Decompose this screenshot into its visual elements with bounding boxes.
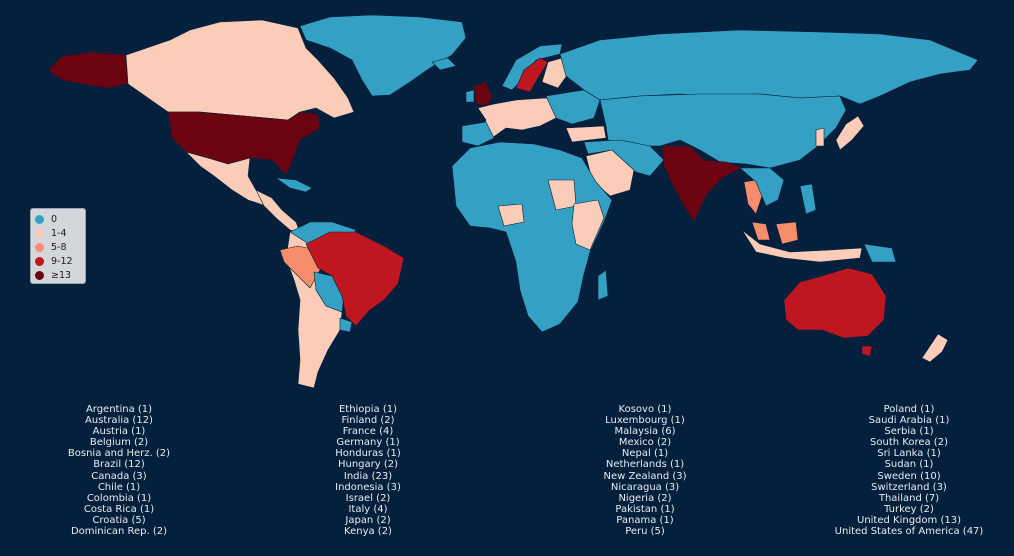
country-list-item: Dominican Rep. (2) (70, 526, 168, 538)
region-tasmania (861, 345, 873, 357)
region-new-zealand (921, 333, 949, 363)
country-list-item: Thailand (7) (878, 492, 940, 504)
legend-label-5-8: 5-8 (51, 241, 67, 253)
country-list-item: Serbia (1) (884, 426, 934, 438)
region-greenland (299, 14, 467, 97)
country-list-item: Honduras (1) (335, 448, 401, 460)
region-india (661, 145, 743, 223)
country-list-item: Panama (1) (616, 514, 674, 526)
country-list-item: Indonesia (3) (335, 481, 401, 493)
legend-swatch-5-8 (35, 242, 44, 252)
country-list-item: Mexico (2) (618, 437, 672, 449)
region-uruguay (339, 317, 353, 333)
country-list-item: Sudan (1) (884, 459, 934, 471)
region-turkey (565, 125, 607, 143)
country-list-item: Austria (1) (92, 426, 146, 438)
country-list-item: Ethiopia (1) (338, 404, 398, 415)
country-list-item: Nigeria (2) (618, 492, 672, 504)
region-se-asia (739, 167, 785, 207)
country-list-item: Australia (12) (85, 415, 153, 427)
region-ethiopia-kenya (571, 199, 605, 251)
map-legend: 0 1-4 5-8 9-12 ≥13 (30, 208, 86, 284)
region-korea (815, 127, 825, 147)
country-list-item: Saudi Arabia (1) (868, 415, 950, 427)
region-russia (559, 29, 979, 105)
country-list-item: Finland (2) (341, 415, 395, 427)
country-list-item: Japan (2) (345, 514, 391, 526)
country-list-item: Brazil (12) (93, 459, 145, 471)
country-list-item: France (4) (342, 426, 394, 438)
legend-item-5-8: 5-8 (35, 240, 81, 254)
country-list-item: Kenya (2) (344, 526, 392, 538)
country-list-column-1: Argentina (1) Australia (12) Austria (1) Be… (19, 404, 219, 537)
region-iceland (431, 57, 457, 71)
region-brazil (305, 231, 405, 327)
legend-item-1-4: 1-4 (35, 226, 81, 240)
country-list-item: India (23) (343, 470, 393, 482)
country-list-item: Pakistan (1) (615, 503, 675, 515)
country-list-item: United Kingdom (13) (857, 514, 961, 526)
country-list-item: Malaysia (6) (614, 426, 676, 438)
legend-swatch-9-12 (35, 256, 44, 266)
legend-swatch-1-4 (35, 228, 44, 238)
country-list-item: Germany (1) (336, 437, 400, 449)
region-philippines (799, 183, 817, 215)
legend-swatch-13-plus (35, 270, 44, 280)
country-list-item: Argentina (1) (85, 404, 153, 415)
region-iberia (461, 121, 495, 147)
region-borneo (775, 221, 799, 245)
world-map-svg (47, 14, 979, 389)
country-list-item: Kosovo (1) (618, 404, 672, 415)
region-png (863, 243, 897, 263)
legend-label-1-4: 1-4 (51, 227, 67, 239)
region-uk (473, 81, 493, 107)
country-list-item: Netherlands (1) (605, 459, 685, 471)
region-middle-east (583, 139, 665, 177)
country-list-item: Peru (5) (625, 526, 665, 538)
world-map (47, 14, 979, 389)
country-list-item: Bosnia and Herz. (2) (67, 448, 171, 460)
region-caribbean (275, 177, 313, 193)
region-japan (835, 115, 865, 151)
country-list-item: United States of America (47) (834, 526, 984, 538)
country-list-item: Chile (1) (97, 481, 141, 493)
country-list-item: Nicaragua (3) (610, 481, 680, 493)
country-list-item: New Zealand (3) (603, 470, 687, 482)
country-list-item: Italy (4) (348, 503, 388, 515)
region-indonesia (741, 229, 863, 263)
country-list-item: Canada (3) (91, 470, 147, 482)
country-list-item: Switzerland (3) (871, 481, 947, 493)
country-list-column-2: Ethiopia (1) Finland (2) France (4) Germany… (268, 404, 468, 537)
country-list-item: Sri Lanka (1) (877, 448, 941, 460)
legend-label-9-12: 9-12 (51, 255, 73, 267)
legend-label-13-plus: ≥13 (51, 269, 72, 281)
country-list-item: Costa Rica (1) (83, 503, 155, 515)
legend-item-0: 0 (35, 212, 81, 226)
country-list-item: South Korea (2) (870, 437, 948, 449)
region-alaska (47, 51, 129, 89)
country-list-item: Croatia (5) (92, 514, 146, 526)
legend-label-0: 0 (51, 213, 58, 225)
country-list-item: Sweden (10) (877, 470, 941, 482)
country-list-item: Israel (2) (345, 492, 391, 504)
country-list-item: Nepal (1) (621, 448, 669, 460)
region-australia (783, 267, 887, 339)
country-list-item: Belgium (2) (89, 437, 149, 449)
legend-item-9-12: 9-12 (35, 254, 81, 268)
country-list-item: Luxembourg (1) (605, 415, 685, 427)
country-list-item: Poland (1) (883, 404, 935, 415)
region-malaysia (751, 221, 771, 241)
legend-swatch-0 (35, 214, 44, 224)
region-central-america (255, 189, 301, 233)
region-nigeria (497, 203, 525, 227)
country-list-item: Colombia (1) (86, 492, 152, 504)
country-list-column-3: Kosovo (1) Luxembourg (1) Malaysia (6) Mexi… (545, 404, 745, 537)
region-madagascar (597, 269, 609, 301)
legend-item-13-plus: ≥13 (35, 268, 81, 282)
country-list-column-4: Poland (1) Saudi Arabia (1) Serbia (1) Sout… (809, 404, 1009, 537)
country-list-item: Turkey (2) (884, 503, 934, 515)
region-ireland (465, 89, 475, 103)
country-list-item: Hungary (2) (337, 459, 399, 471)
